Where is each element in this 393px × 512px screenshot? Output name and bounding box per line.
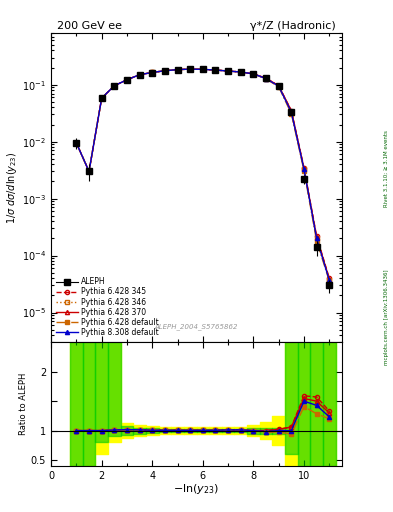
Text: ALEPH_2004_S5765862: ALEPH_2004_S5765862 <box>155 323 238 330</box>
Text: γ*/Z (Hadronic): γ*/Z (Hadronic) <box>250 21 336 31</box>
Text: mcplots.cern.ch [arXiv:1306.3436]: mcplots.cern.ch [arXiv:1306.3436] <box>384 270 389 365</box>
Text: 200 GeV ee: 200 GeV ee <box>57 21 122 31</box>
Text: Rivet 3.1.10; ≥ 3.1M events: Rivet 3.1.10; ≥ 3.1M events <box>384 131 389 207</box>
Legend: ALEPH, Pythia 6.428 345, Pythia 6.428 346, Pythia 6.428 370, Pythia 6.428 defaul: ALEPH, Pythia 6.428 345, Pythia 6.428 34… <box>55 275 160 338</box>
Y-axis label: $1/\sigma\;d\sigma/d\ln(y_{23})$: $1/\sigma\;d\sigma/d\ln(y_{23})$ <box>5 152 19 224</box>
Y-axis label: Ratio to ALEPH: Ratio to ALEPH <box>19 373 28 435</box>
X-axis label: $-\ln(y_{23})$: $-\ln(y_{23})$ <box>173 482 220 496</box>
